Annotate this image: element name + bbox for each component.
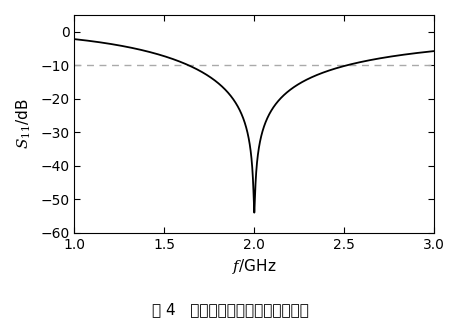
Y-axis label: $S_{11}$/dB: $S_{11}$/dB	[15, 99, 34, 149]
Text: 图 4   巴伦滤波器回波损耗仿真结果: 图 4 巴伦滤波器回波损耗仿真结果	[151, 302, 308, 317]
X-axis label: $f$/GHz: $f$/GHz	[231, 257, 276, 276]
